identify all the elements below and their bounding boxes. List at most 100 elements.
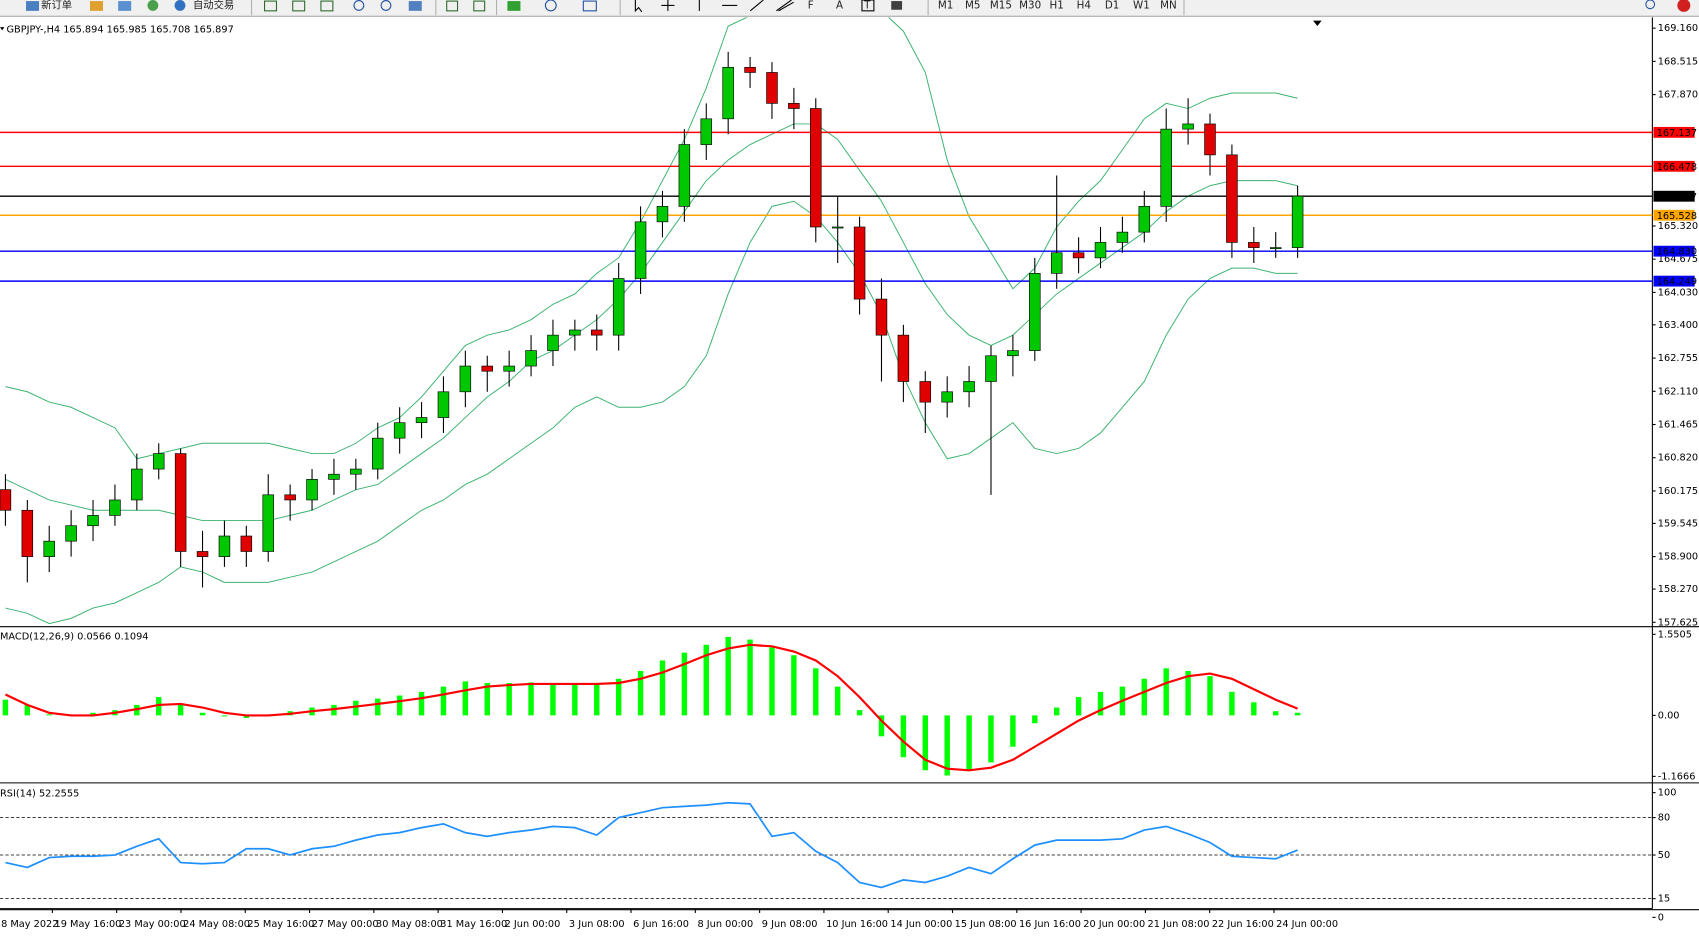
- icon[interactable]: [891, 1, 903, 10]
- timeframe-button[interactable]: M15: [990, 0, 1012, 11]
- icon[interactable]: [507, 1, 521, 11]
- macd-bar: [681, 652, 688, 716]
- timeframe-button[interactable]: MN: [1160, 0, 1177, 11]
- timeframe-button[interactable]: M5: [965, 0, 980, 11]
- y-tick-label: 165.320: [1658, 221, 1698, 232]
- icon[interactable]: [544, 0, 557, 12]
- y-tick-label: 80: [1658, 813, 1670, 824]
- price-level-label: 164.830: [1657, 247, 1697, 258]
- crosshair-icon[interactable]: [661, 0, 675, 11]
- macd-bar: [1010, 715, 1016, 747]
- candle-body: [678, 144, 691, 207]
- y-tick-label: 163.400: [1658, 320, 1698, 331]
- search-icon[interactable]: [1645, 0, 1656, 10]
- y-tick-label: 1.5505: [1658, 629, 1692, 640]
- cursor-icon[interactable]: [634, 0, 643, 13]
- icon[interactable]: [446, 0, 459, 12]
- timeframe-button[interactable]: M30: [1019, 0, 1041, 11]
- macd-bar: [1097, 691, 1104, 716]
- timeframe-button[interactable]: D1: [1105, 0, 1119, 11]
- macd-bar: [177, 704, 184, 716]
- y-tick-label: 167.870: [1658, 90, 1698, 101]
- icon[interactable]: [320, 0, 334, 12]
- alert-icon[interactable]: [1677, 0, 1691, 12]
- timeframe-button[interactable]: H1: [1050, 0, 1064, 11]
- y-tick-label: 158.900: [1658, 552, 1698, 563]
- time-label: 30 May 08:00: [376, 919, 443, 930]
- macd-bar: [24, 704, 31, 716]
- icon[interactable]: [89, 1, 104, 11]
- rsi-line: [5, 801, 1298, 889]
- candle-body: [372, 437, 384, 470]
- y-tick-label: 169.160: [1658, 23, 1698, 34]
- icon[interactable]: [408, 1, 422, 11]
- candle-body: [700, 118, 713, 145]
- macd-bar: [506, 682, 512, 716]
- macd-bar: [769, 647, 775, 716]
- time-label: 23 May 00:00: [119, 919, 186, 930]
- time-label: 3 Jun 08:00: [569, 919, 625, 930]
- chart-shift-marker: [1313, 20, 1322, 27]
- candle-body: [240, 535, 253, 552]
- candle-body: [547, 334, 559, 351]
- icon[interactable]: [147, 0, 159, 11]
- y-tick-label: 164.030: [1658, 287, 1698, 298]
- candle-body: [218, 535, 231, 557]
- candle-body: [1029, 273, 1041, 351]
- label-tool[interactable]: T: [863, 0, 871, 11]
- timeframe-button[interactable]: H4: [1077, 0, 1091, 11]
- icon[interactable]: [292, 0, 306, 12]
- candle-body: [152, 453, 165, 470]
- macd-bar: [90, 712, 96, 716]
- macd-bar: [834, 686, 841, 716]
- price-level-label: 164.249: [1657, 277, 1697, 288]
- candle-body: [1138, 206, 1151, 233]
- candle-body: [853, 226, 866, 300]
- icon[interactable]: [473, 0, 486, 12]
- chart-title: GBPJPY-,H4 165.894 165.985 165.708 165.8…: [7, 24, 234, 35]
- candle-body: [810, 108, 822, 228]
- icon[interactable]: [264, 0, 278, 12]
- time-label: 15 Jun 08:00: [955, 919, 1017, 930]
- new-order-icon[interactable]: [26, 1, 40, 11]
- icon[interactable]: [582, 0, 597, 12]
- candle-body: [481, 365, 494, 372]
- macd-bar: [1229, 691, 1235, 716]
- candle-body: [1226, 154, 1238, 243]
- timeframe-button[interactable]: W1: [1133, 0, 1150, 11]
- price-level-tag: [1653, 160, 1695, 172]
- time-label: 22 Jun 16:00: [1212, 919, 1274, 930]
- macd-bar: [813, 668, 819, 716]
- candle-body: [503, 365, 515, 372]
- auto-trading-button[interactable]: 自动交易: [193, 0, 234, 11]
- toolbar-bg: [0, 0, 1699, 17]
- menu-arrow: [0, 27, 5, 31]
- time-label: 9 Jun 08:00: [762, 919, 818, 930]
- y-tick-label: 159.545: [1658, 518, 1698, 529]
- zoom-in-icon[interactable]: [353, 0, 365, 11]
- auto-trading-icon[interactable]: [174, 0, 186, 11]
- macd-bar: [440, 686, 447, 716]
- macd-bar: [1251, 702, 1257, 716]
- trendline-icon[interactable]: [749, 0, 764, 12]
- icon[interactable]: [118, 1, 132, 11]
- text-tool[interactable]: A: [836, 0, 843, 11]
- y-tick-label: 162.755: [1658, 353, 1698, 364]
- candle-body: [306, 479, 318, 501]
- channel-icon[interactable]: [775, 0, 794, 12]
- macd-bar: [856, 710, 863, 716]
- label-tool-frame: [861, 0, 875, 12]
- macd-bar: [747, 639, 753, 716]
- time-label: 2 Jun 00:00: [505, 919, 561, 930]
- y-tick-label: 15: [1658, 894, 1670, 905]
- bollinger-band: [5, 17, 1298, 460]
- time-label: 6 Jun 16:00: [633, 919, 689, 930]
- fibo-icon[interactable]: F: [808, 0, 814, 11]
- zoom-out-icon[interactable]: [380, 0, 392, 11]
- candle-body: [87, 515, 99, 527]
- timeframe-button[interactable]: M1: [938, 0, 953, 11]
- new-order-button[interactable]: 新订单: [41, 0, 72, 11]
- y-tick-label: 0: [1658, 912, 1664, 923]
